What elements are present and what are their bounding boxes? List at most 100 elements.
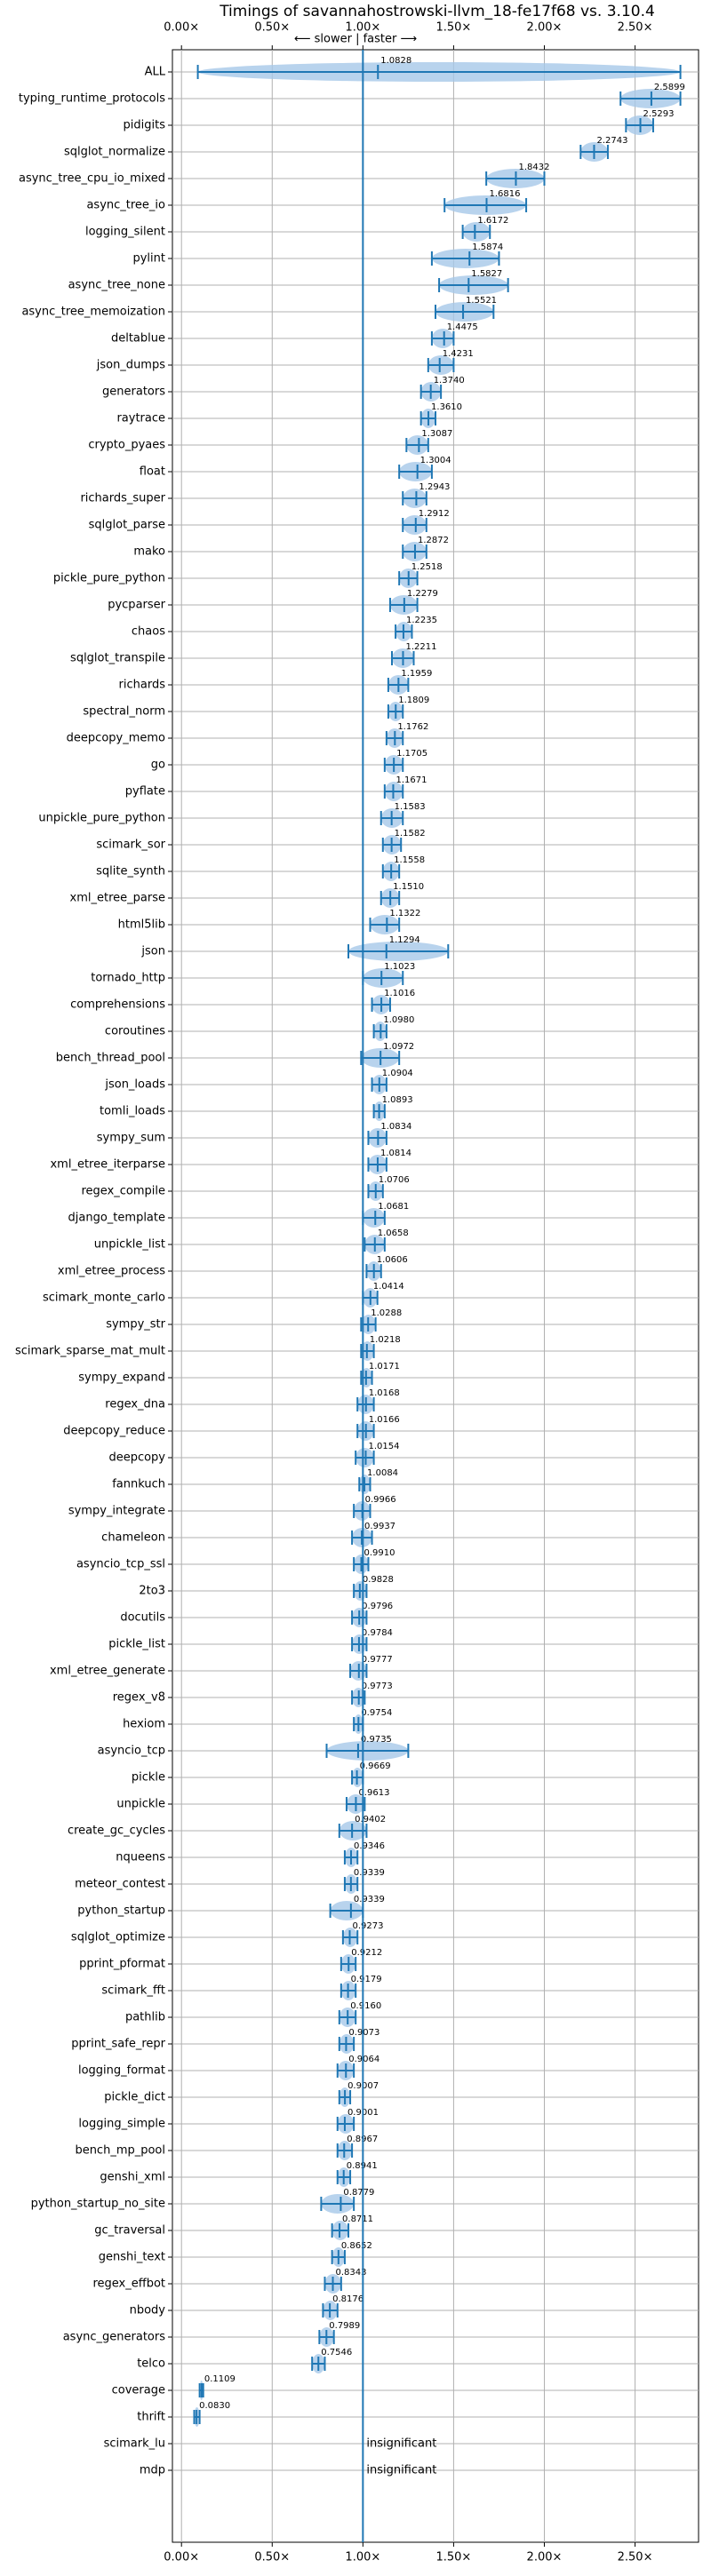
- y-tick-label: richards: [119, 679, 166, 692]
- y-tick-label: pathlib: [125, 2011, 165, 2024]
- value-label: 1.1023: [384, 962, 415, 972]
- value-label: 1.2912: [419, 509, 450, 519]
- y-tick-label: richards_super: [80, 492, 165, 505]
- y-tick-label: scimark_monte_carlo: [43, 1292, 165, 1305]
- value-label: 0.9828: [363, 1575, 394, 1585]
- y-tick-label: genshi_xml: [100, 2171, 165, 2184]
- x-tick-label: 0.00×: [164, 2551, 199, 2564]
- y-tick-label: regex_compile: [81, 1185, 165, 1198]
- y-tick-label: sympy_expand: [78, 1371, 165, 1385]
- x-tick-label-top: 0.00×: [164, 21, 199, 35]
- y-tick-label: unpickle: [116, 1798, 165, 1811]
- plot-frame: [172, 49, 699, 2543]
- x-tick-label-top: 2.50×: [618, 21, 653, 35]
- value-label: 0.9796: [362, 1602, 393, 1611]
- value-label: 0.9784: [362, 1628, 393, 1638]
- y-tick-label: sympy_integrate: [68, 1505, 165, 1518]
- y-tick-label: regex_dna: [105, 1398, 165, 1411]
- value-label: 0.9064: [348, 2055, 379, 2064]
- value-label: 1.0084: [367, 1468, 398, 1478]
- value-label: 0.9273: [353, 1921, 384, 1931]
- value-label: 2.5293: [643, 109, 675, 119]
- value-label: 1.0154: [368, 1442, 399, 1451]
- value-label: 0.9160: [350, 2001, 381, 2011]
- x-tick-label: 0.50×: [254, 2551, 290, 2564]
- y-tick-label: mako: [133, 545, 165, 559]
- value-label: 1.2211: [405, 642, 436, 652]
- value-label: 1.1322: [389, 909, 420, 918]
- value-label: 1.1582: [395, 829, 426, 839]
- value-label: 2.5899: [654, 83, 685, 92]
- y-tick-label: coverage: [112, 2384, 165, 2397]
- y-tick-label: float: [140, 465, 165, 479]
- value-label: 1.1558: [394, 855, 425, 865]
- value-label: 1.0834: [380, 1122, 411, 1132]
- y-tick-label: logging_silent: [85, 226, 165, 239]
- x-tick-label-top: 2.00×: [527, 21, 563, 35]
- x-tick-label-top: 0.50×: [254, 21, 290, 35]
- y-tick-label: xml_etree_process: [58, 1265, 165, 1278]
- y-tick-label: python_startup: [77, 1904, 165, 1918]
- y-tick-label: scimark_sor: [96, 839, 165, 852]
- y-tick-label: sqlite_synth: [96, 865, 165, 879]
- value-label: 1.0814: [380, 1149, 411, 1158]
- x-tick-label-top: 1.00×: [345, 21, 380, 35]
- y-tick-label: regex_effbot: [92, 2278, 165, 2291]
- y-tick-label: async_tree_io: [86, 199, 165, 212]
- y-tick-label: async_tree_memoization: [21, 306, 165, 319]
- value-label: 1.0218: [370, 1335, 401, 1345]
- x-tick-label: 2.00×: [527, 2551, 563, 2564]
- y-tick-label: pylint: [132, 252, 165, 266]
- y-tick-label: pycparser: [108, 599, 165, 612]
- value-label: 0.9777: [362, 1655, 393, 1665]
- value-label: 1.6172: [477, 216, 508, 226]
- y-tick-label: async_tree_none: [68, 279, 165, 292]
- value-label: 1.2279: [407, 589, 438, 599]
- y-tick-label: async_generators: [63, 2331, 166, 2344]
- y-tick-label: ALL: [145, 66, 166, 79]
- y-tick-label: pickle_pure_python: [53, 572, 165, 585]
- y-tick-label: xml_etree_generate: [50, 1665, 165, 1678]
- value-label: 1.0828: [380, 56, 411, 66]
- y-tick-label: html5lib: [118, 918, 165, 932]
- y-tick-label: deepcopy: [108, 1451, 165, 1465]
- value-label: 0.8652: [341, 2241, 372, 2251]
- x-tick-label: 1.50×: [435, 2551, 471, 2564]
- chart-title: Timings of savannahostrowski-llvm_18-fe1…: [219, 3, 655, 20]
- y-tick-label: python_startup_no_site: [31, 2198, 165, 2211]
- value-label: 0.7989: [329, 2321, 360, 2331]
- value-label: 1.0606: [377, 1255, 408, 1265]
- y-tick-label: chameleon: [101, 1531, 165, 1545]
- value-label: 0.9735: [361, 1735, 392, 1745]
- y-tick-label: sqlglot_parse: [89, 519, 165, 532]
- y-tick-label: go: [151, 759, 165, 772]
- x-tick-label: 1.00×: [345, 2551, 380, 2564]
- value-label: 1.0414: [373, 1282, 404, 1292]
- value-label: 0.9339: [354, 1895, 385, 1904]
- value-label: 0.9773: [362, 1682, 393, 1691]
- y-tick-label: xml_etree_iterparse: [50, 1158, 165, 1172]
- y-tick-label: deepcopy_memo: [67, 732, 165, 745]
- y-tick-label: gc_traversal: [94, 2224, 165, 2238]
- value-label: 1.1809: [398, 696, 429, 705]
- x-tick-label-top: 1.50×: [435, 21, 471, 35]
- y-tick-label: pidigits: [124, 119, 166, 132]
- value-label: 0.9937: [364, 1522, 395, 1531]
- y-tick-label: logging_format: [78, 2064, 165, 2078]
- value-label: 1.0658: [378, 1228, 409, 1238]
- y-tick-label: telco: [137, 2357, 165, 2371]
- y-tick-label: json_dumps: [96, 359, 165, 372]
- value-label: 1.1762: [397, 722, 428, 732]
- value-label: 1.3610: [431, 402, 462, 412]
- value-label: 1.0288: [371, 1308, 402, 1318]
- y-tick-label: json_loads: [104, 1078, 165, 1092]
- y-tick-label: pprint_pformat: [79, 1958, 165, 1971]
- value-label: 1.1016: [384, 989, 415, 998]
- value-label: 1.8432: [518, 163, 549, 172]
- value-label: 0.9966: [365, 1495, 396, 1505]
- y-tick-label: sympy_str: [106, 1318, 165, 1332]
- value-label: 0.9402: [355, 1815, 386, 1825]
- value-label: 1.0893: [382, 1095, 413, 1105]
- value-label: 0.9212: [351, 1948, 382, 1958]
